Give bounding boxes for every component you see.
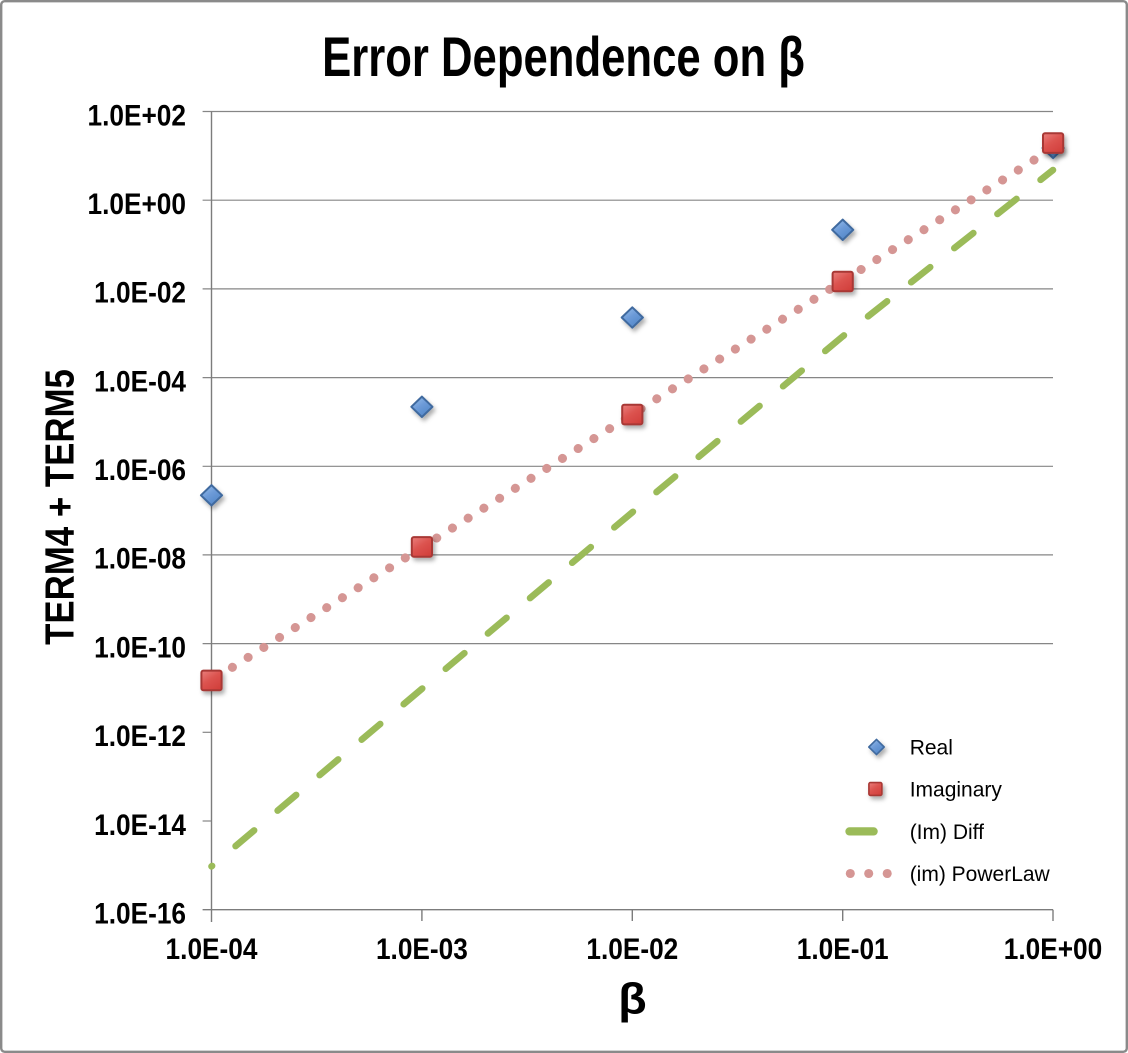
svg-text:Imaginary: Imaginary [910,779,1003,802]
svg-text:1.0E+02: 1.0E+02 [88,98,186,132]
svg-text:1.0E-08: 1.0E-08 [94,541,186,575]
svg-text:1.0E-02: 1.0E-02 [94,275,186,309]
svg-text:1.0E-01: 1.0E-01 [797,931,889,965]
svg-text:TERM4 + TERM5: TERM4 + TERM5 [38,369,83,645]
svg-text:1.0E+00: 1.0E+00 [88,186,186,220]
svg-text:1.0E-16: 1.0E-16 [94,896,186,930]
svg-text:Real: Real [910,736,953,759]
svg-text:1.0E-04: 1.0E-04 [94,364,186,398]
svg-text:β: β [618,974,646,1023]
svg-text:(im) PowerLaw: (im) PowerLaw [910,863,1051,886]
svg-text:1.0E-14: 1.0E-14 [94,807,186,841]
svg-text:(Im) Diff: (Im) Diff [910,821,984,844]
svg-text:1.0E-12: 1.0E-12 [94,718,186,752]
svg-text:1.0E-04: 1.0E-04 [166,931,258,965]
svg-text:1.0E-06: 1.0E-06 [94,452,186,486]
svg-text:Error Dependence on β: Error Dependence on β [322,26,805,88]
svg-text:1.0E+00: 1.0E+00 [1004,931,1102,965]
svg-text:1.0E-10: 1.0E-10 [94,630,186,664]
svg-text:1.0E-02: 1.0E-02 [586,931,678,965]
svg-text:1.0E-03: 1.0E-03 [376,931,468,965]
